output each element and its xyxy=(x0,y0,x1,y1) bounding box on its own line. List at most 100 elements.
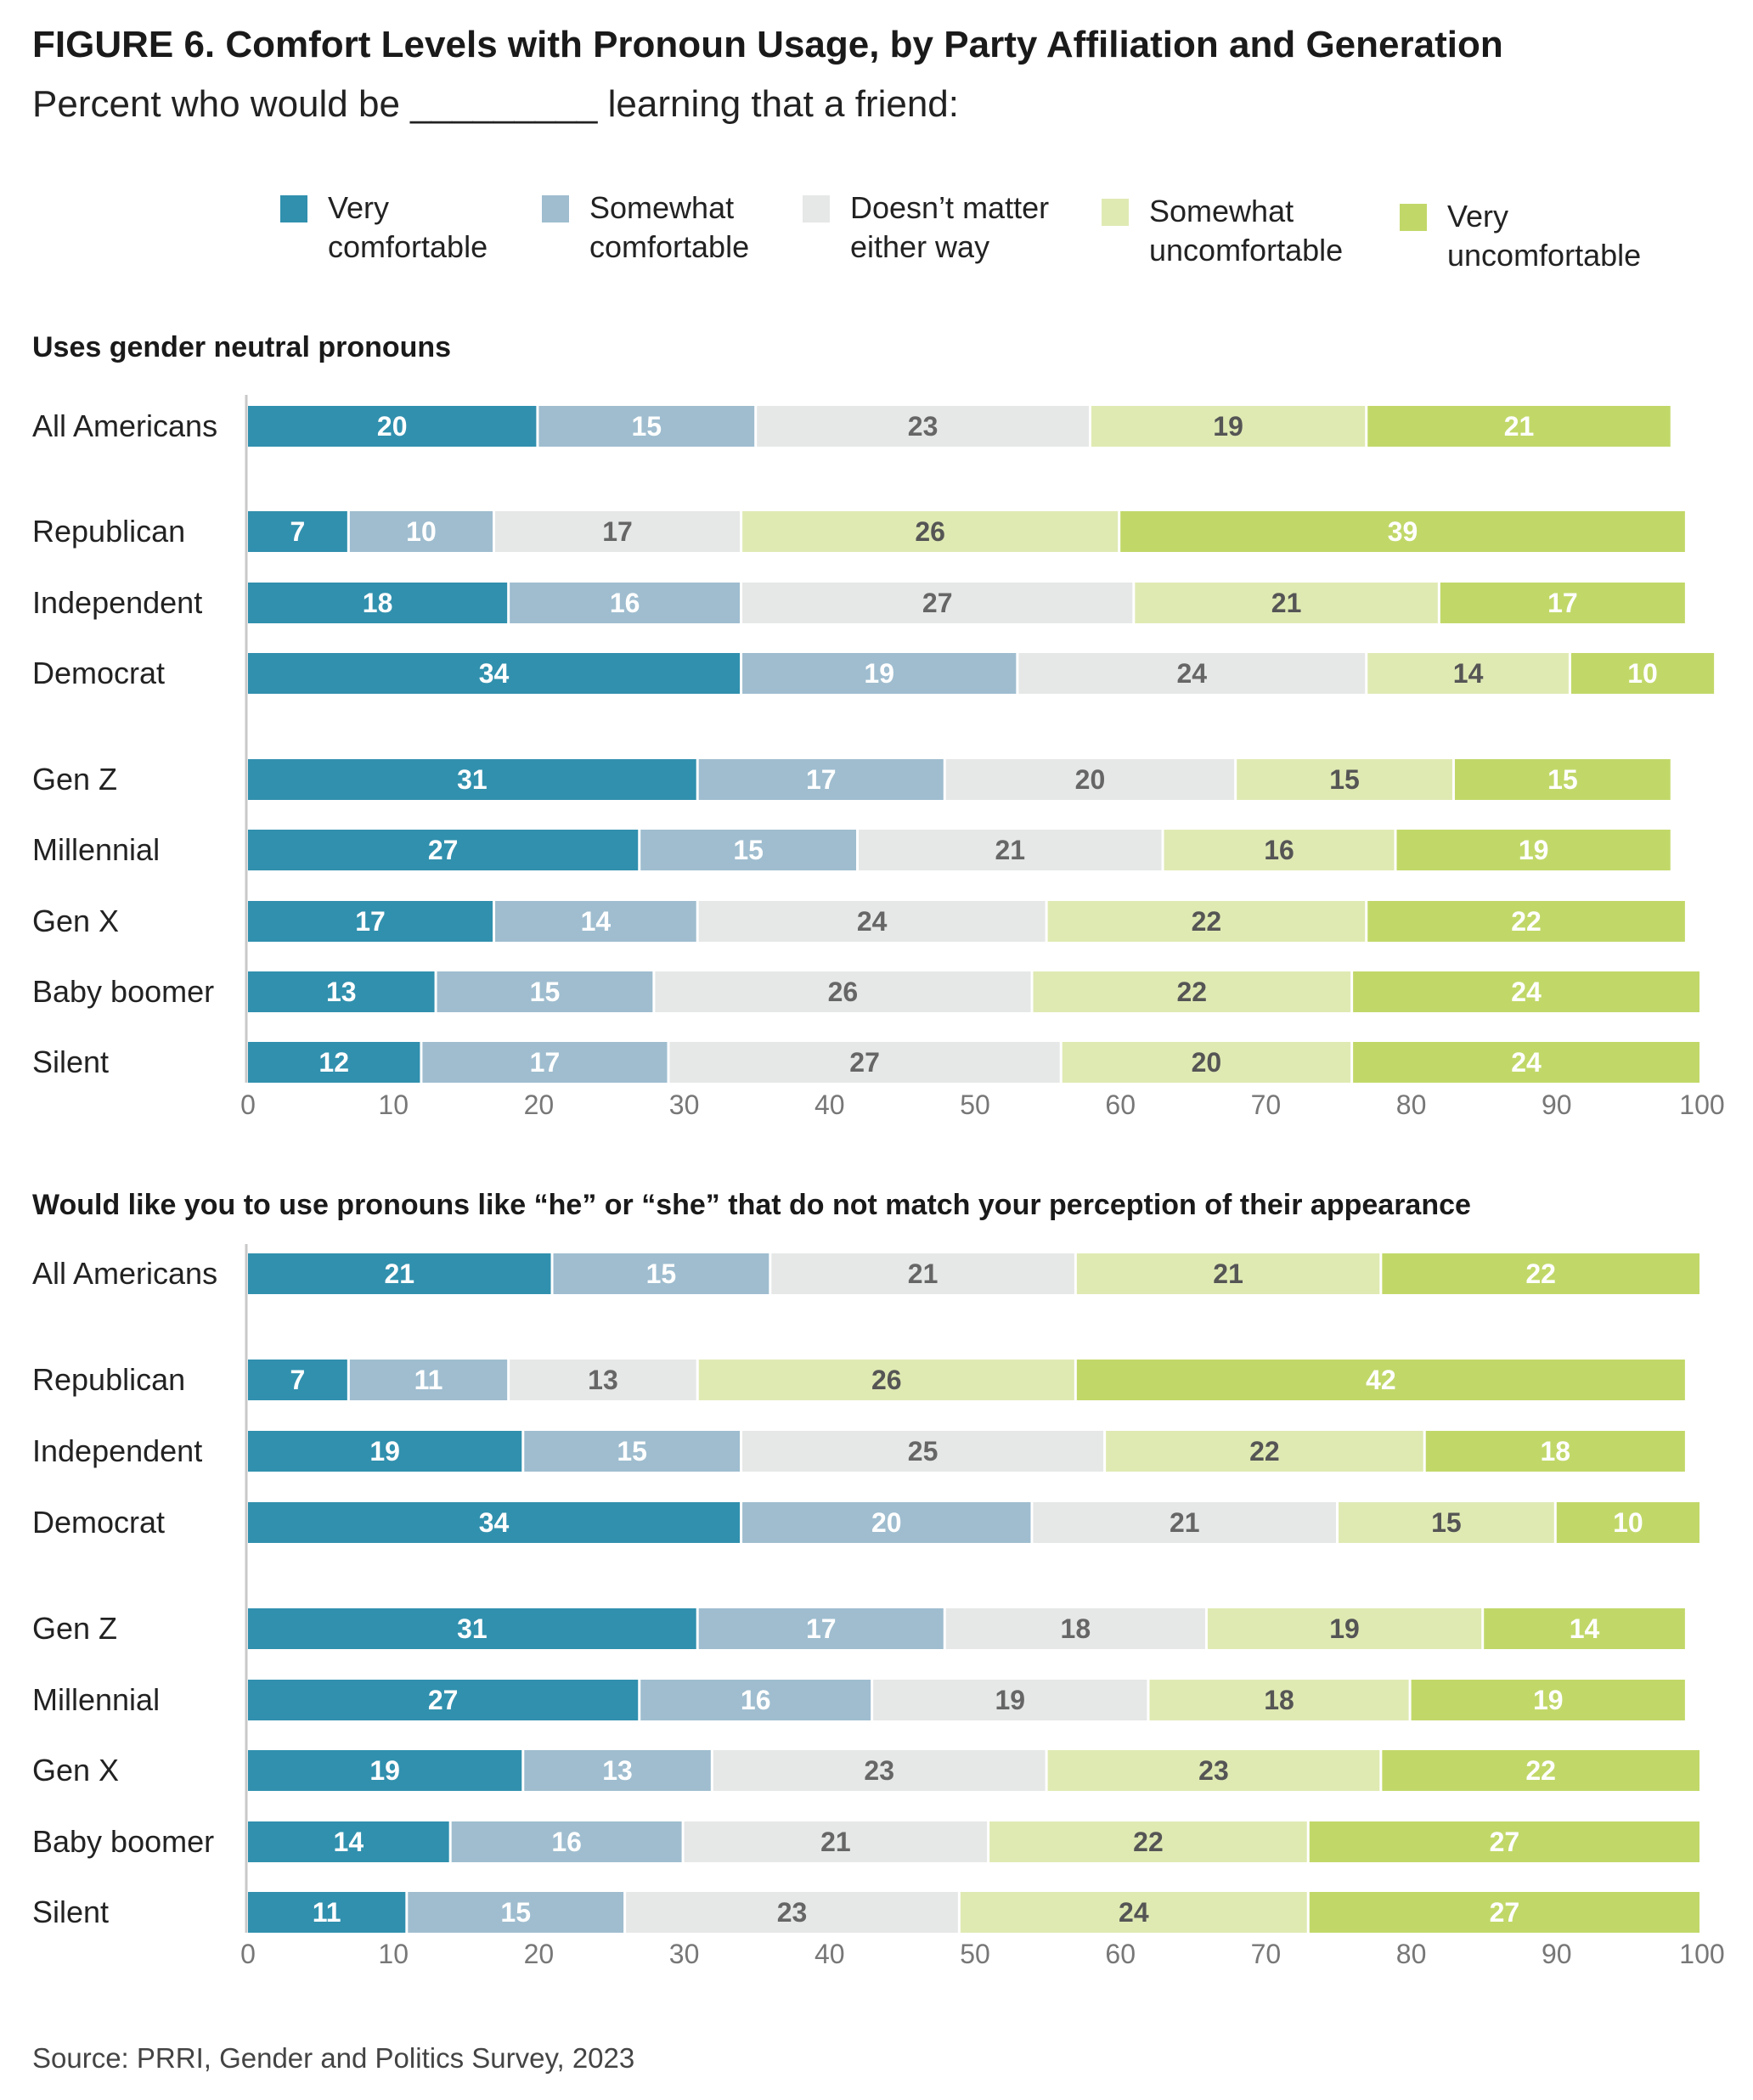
data-label: 15 xyxy=(500,1897,531,1928)
legend-swatch xyxy=(803,195,830,222)
tick-label: 60 xyxy=(1105,1089,1136,1120)
tick-label: 90 xyxy=(1542,1089,1572,1120)
bar-segment xyxy=(1237,759,1452,800)
bar-segment xyxy=(640,1680,871,1720)
bar-segment xyxy=(1120,511,1685,552)
data-label: 24 xyxy=(857,906,888,937)
bar-segment xyxy=(1425,1431,1685,1472)
data-label: 18 xyxy=(1061,1613,1091,1644)
legend-swatch xyxy=(1102,199,1129,226)
data-label: 21 xyxy=(1504,411,1535,442)
data-label: 19 xyxy=(369,1436,400,1467)
tick-label: 0 xyxy=(240,1939,256,1969)
data-label: 18 xyxy=(1264,1685,1294,1715)
bar-segment xyxy=(1091,406,1366,447)
bar-segment xyxy=(1339,1502,1554,1543)
data-label: 27 xyxy=(1490,1897,1520,1928)
bar-segment xyxy=(248,1892,406,1933)
bar-segment xyxy=(684,1821,988,1862)
data-label: 18 xyxy=(363,588,393,618)
category-label: Independent xyxy=(32,1433,202,1468)
data-label: 17 xyxy=(806,764,837,795)
bar-segment xyxy=(742,511,1119,552)
data-label: 17 xyxy=(806,1613,837,1644)
category-label: Gen X xyxy=(32,1753,119,1788)
tick-label: 30 xyxy=(669,1089,700,1120)
data-label: 23 xyxy=(864,1755,894,1786)
tick-label: 90 xyxy=(1542,1939,1572,1969)
data-label: 23 xyxy=(908,411,939,442)
data-label: 19 xyxy=(369,1755,400,1786)
data-label: 23 xyxy=(777,1897,808,1928)
bar-segment xyxy=(1047,1750,1380,1791)
data-label: 14 xyxy=(1570,1613,1600,1644)
data-label: 17 xyxy=(602,516,633,547)
bar-segment xyxy=(945,1608,1205,1649)
data-label: 20 xyxy=(377,411,408,442)
source-note: Source: PRRI, Gender and Politics Survey… xyxy=(32,2042,635,2074)
bar-segment xyxy=(1367,901,1685,942)
bar-segment xyxy=(698,1360,1074,1400)
data-label: 7 xyxy=(290,516,306,547)
category-label: Millennial xyxy=(32,832,160,867)
bar-segment xyxy=(960,1892,1307,1933)
bar-segment xyxy=(248,1253,551,1294)
data-label: 13 xyxy=(588,1365,618,1395)
data-label: 27 xyxy=(428,835,459,865)
bar-segment xyxy=(698,759,944,800)
legend-label: Somewhat uncomfortable xyxy=(1149,194,1344,267)
bar-segment xyxy=(626,1892,958,1933)
data-label: 18 xyxy=(1541,1436,1571,1467)
bar-segment xyxy=(349,511,493,552)
data-label: 22 xyxy=(1177,977,1208,1007)
data-label: 15 xyxy=(1431,1507,1462,1538)
category-label: Independent xyxy=(32,585,202,620)
bar-segment xyxy=(248,1608,696,1649)
data-label: 22 xyxy=(1525,1755,1556,1786)
bar-segment xyxy=(1382,1253,1699,1294)
bar-segment xyxy=(669,1042,1060,1083)
bar-segment xyxy=(408,1892,624,1933)
bar-segment xyxy=(1309,1821,1699,1862)
data-label: 13 xyxy=(602,1755,633,1786)
bar-segment xyxy=(1440,583,1685,623)
bar-segment xyxy=(1382,1750,1699,1791)
bar-segment xyxy=(1309,1892,1699,1933)
data-label: 24 xyxy=(1177,658,1208,689)
category-label: Gen Z xyxy=(32,1611,117,1646)
bar-segment xyxy=(437,971,653,1012)
bar-segment xyxy=(495,511,741,552)
bar-segment xyxy=(771,1253,1074,1294)
data-label: 42 xyxy=(1366,1365,1396,1395)
data-label: 15 xyxy=(1329,764,1360,795)
tick-label: 10 xyxy=(378,1939,409,1969)
data-label: 31 xyxy=(457,1613,488,1644)
tick-label: 100 xyxy=(1679,1939,1724,1969)
tick-label: 80 xyxy=(1396,1939,1427,1969)
data-label: 27 xyxy=(922,588,953,618)
figure-title: FIGURE 6. Comfort Levels with Pronoun Us… xyxy=(32,24,1503,65)
bar-segment xyxy=(1396,830,1671,870)
bar-segment xyxy=(1106,1431,1423,1472)
data-label: 22 xyxy=(1192,906,1222,937)
bar-segment xyxy=(698,1608,944,1649)
category-label: All Americans xyxy=(32,408,217,443)
data-label: 16 xyxy=(610,588,640,618)
data-label: 22 xyxy=(1511,906,1542,937)
bar-segment xyxy=(248,1680,639,1720)
data-label: 34 xyxy=(479,1507,510,1538)
legend-label: Very comfortable xyxy=(328,190,488,264)
data-label: 20 xyxy=(1192,1047,1222,1078)
bar-segment xyxy=(248,406,537,447)
bar-segment xyxy=(538,406,755,447)
bar-segment xyxy=(757,406,1089,447)
tick-label: 20 xyxy=(524,1089,555,1120)
legend-swatch xyxy=(280,195,307,222)
data-label: 17 xyxy=(530,1047,561,1078)
data-label: 19 xyxy=(1519,835,1549,865)
data-label: 27 xyxy=(1490,1827,1520,1857)
tick-label: 80 xyxy=(1396,1089,1427,1120)
data-label: 21 xyxy=(820,1827,851,1857)
data-label: 21 xyxy=(384,1258,414,1289)
data-label: 21 xyxy=(995,835,1026,865)
